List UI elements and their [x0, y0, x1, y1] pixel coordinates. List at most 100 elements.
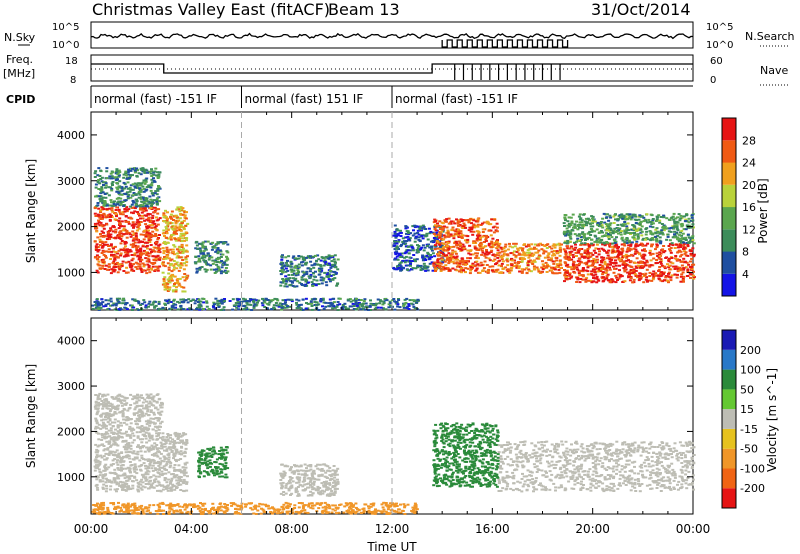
velocity-cell-0 [160, 403, 164, 406]
power-cell-7 [498, 271, 502, 274]
power-cell-5 [425, 232, 429, 235]
power-cell-0 [96, 213, 100, 216]
power-cell-9 [577, 215, 581, 218]
power-cell-4 [317, 267, 321, 270]
power-cell-7 [532, 267, 536, 270]
power-cell-8 [645, 261, 649, 264]
power-cell-2 [164, 286, 168, 288]
power-cell-8 [622, 260, 626, 263]
power-cell-0 [101, 216, 105, 219]
power-cell-0 [97, 221, 101, 223]
power-cell-9 [609, 231, 612, 234]
power-cell-6 [464, 219, 468, 222]
power-cell-10 [341, 304, 345, 306]
power-cell-7 [533, 246, 536, 249]
power-cell-1 [129, 169, 133, 172]
power-cell-2 [162, 261, 165, 264]
power-cell-0 [136, 254, 140, 257]
power-cell-8 [588, 244, 591, 247]
velocity-cell-0 [94, 427, 97, 430]
power-cell-6 [442, 226, 445, 229]
power-cell-9 [590, 242, 594, 245]
power-cell-0 [147, 229, 150, 232]
power-cell-8 [658, 266, 662, 268]
power-cell-1 [144, 200, 148, 203]
power-cell-2 [180, 222, 184, 225]
power-cell-0 [147, 216, 151, 219]
power-cell-6 [452, 262, 456, 265]
power-cell-2 [173, 253, 177, 256]
power-cell-7 [526, 249, 530, 252]
power-cell-10 [97, 304, 101, 307]
power-cell-2 [170, 217, 174, 220]
power-cell-8 [662, 271, 666, 274]
power-cell-8 [666, 275, 670, 278]
power-cell-8 [630, 272, 634, 275]
power-cell-5 [395, 252, 399, 254]
power-cell-8 [605, 277, 609, 280]
power-cell-5 [399, 265, 403, 268]
power-cell-8 [692, 270, 695, 273]
power-cell-0 [93, 212, 97, 215]
power-cell-0 [133, 237, 137, 240]
power-cell-9 [632, 227, 636, 230]
power-cell-10 [379, 300, 383, 303]
power-cell-10 [248, 298, 252, 300]
power-cell-9 [636, 222, 640, 225]
power-cell-3 [215, 263, 219, 266]
power-cell-10 [151, 303, 155, 306]
power-cell-6 [481, 228, 485, 231]
power-cell-10 [235, 306, 239, 309]
power-cell-9 [580, 238, 583, 241]
power-cell-2 [180, 240, 184, 243]
power-cell-4 [305, 261, 309, 264]
power-cell-10 [394, 302, 398, 305]
velocity-cell-0 [154, 475, 158, 478]
power-cell-8 [614, 262, 618, 265]
power-cell-8 [627, 249, 631, 252]
velocity-cell-0 [122, 418, 126, 421]
power-cell-10 [132, 306, 136, 309]
power-cell-9 [691, 219, 695, 222]
power-cell-9 [573, 223, 577, 226]
power-cell-0 [139, 250, 143, 252]
power-cell-10 [116, 299, 120, 302]
power-cell-10 [182, 298, 185, 301]
power-cell-6 [485, 264, 489, 266]
power-cell-0 [131, 257, 135, 260]
power-cell-8 [643, 261, 647, 264]
power-cell-9 [665, 238, 669, 241]
power-cell-7 [536, 268, 540, 271]
power-cell-7 [559, 263, 563, 266]
power-cell-0 [104, 250, 108, 253]
power-cell-6 [446, 232, 450, 235]
power-cell-7 [506, 270, 510, 273]
power-cell-9 [573, 241, 576, 244]
power-cell-9 [685, 241, 689, 244]
power-colorbar-swatch-1 [722, 251, 736, 274]
power-cell-10 [109, 297, 113, 300]
power-cell-3 [225, 250, 229, 253]
power-cell-5 [404, 236, 408, 239]
power-cell-3 [215, 261, 219, 263]
power-cell-9 [670, 242, 674, 245]
power-cell-0 [154, 216, 158, 219]
power-cell-10 [242, 300, 246, 303]
power-cell-1 [135, 200, 139, 203]
power-cell-0 [134, 235, 138, 237]
power-cell-8 [602, 256, 606, 259]
power-cell-6 [466, 267, 470, 270]
power-cell-6 [459, 232, 463, 235]
power-cell-1 [94, 186, 98, 189]
power-cell-7 [533, 243, 537, 246]
power-cell-8 [636, 251, 640, 254]
power-cell-8 [590, 260, 594, 263]
power-cell-5 [405, 240, 409, 242]
power-cell-7 [510, 264, 514, 267]
power-cell-8 [673, 247, 677, 249]
power-cell-0 [142, 210, 146, 213]
power-cell-6 [477, 264, 481, 267]
power-cell-10 [172, 299, 176, 302]
